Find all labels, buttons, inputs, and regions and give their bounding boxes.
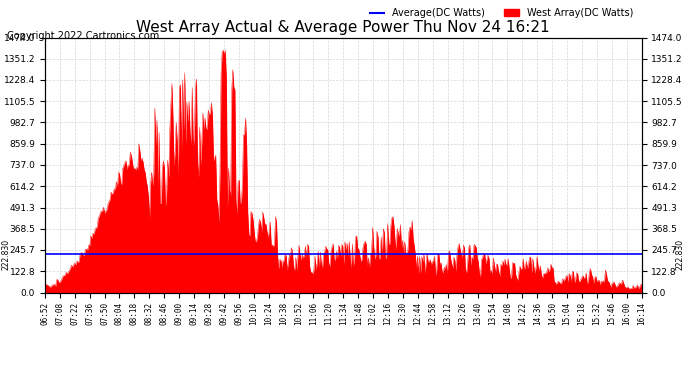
Text: 222.830: 222.830 — [1, 238, 10, 270]
Text: Copyright 2022 Cartronics.com: Copyright 2022 Cartronics.com — [7, 32, 159, 41]
Text: 222.830: 222.830 — [676, 238, 685, 270]
Title: West Array Actual & Average Power Thu Nov 24 16:21: West Array Actual & Average Power Thu No… — [137, 20, 550, 35]
Legend: Average(DC Watts), West Array(DC Watts): Average(DC Watts), West Array(DC Watts) — [366, 4, 637, 22]
